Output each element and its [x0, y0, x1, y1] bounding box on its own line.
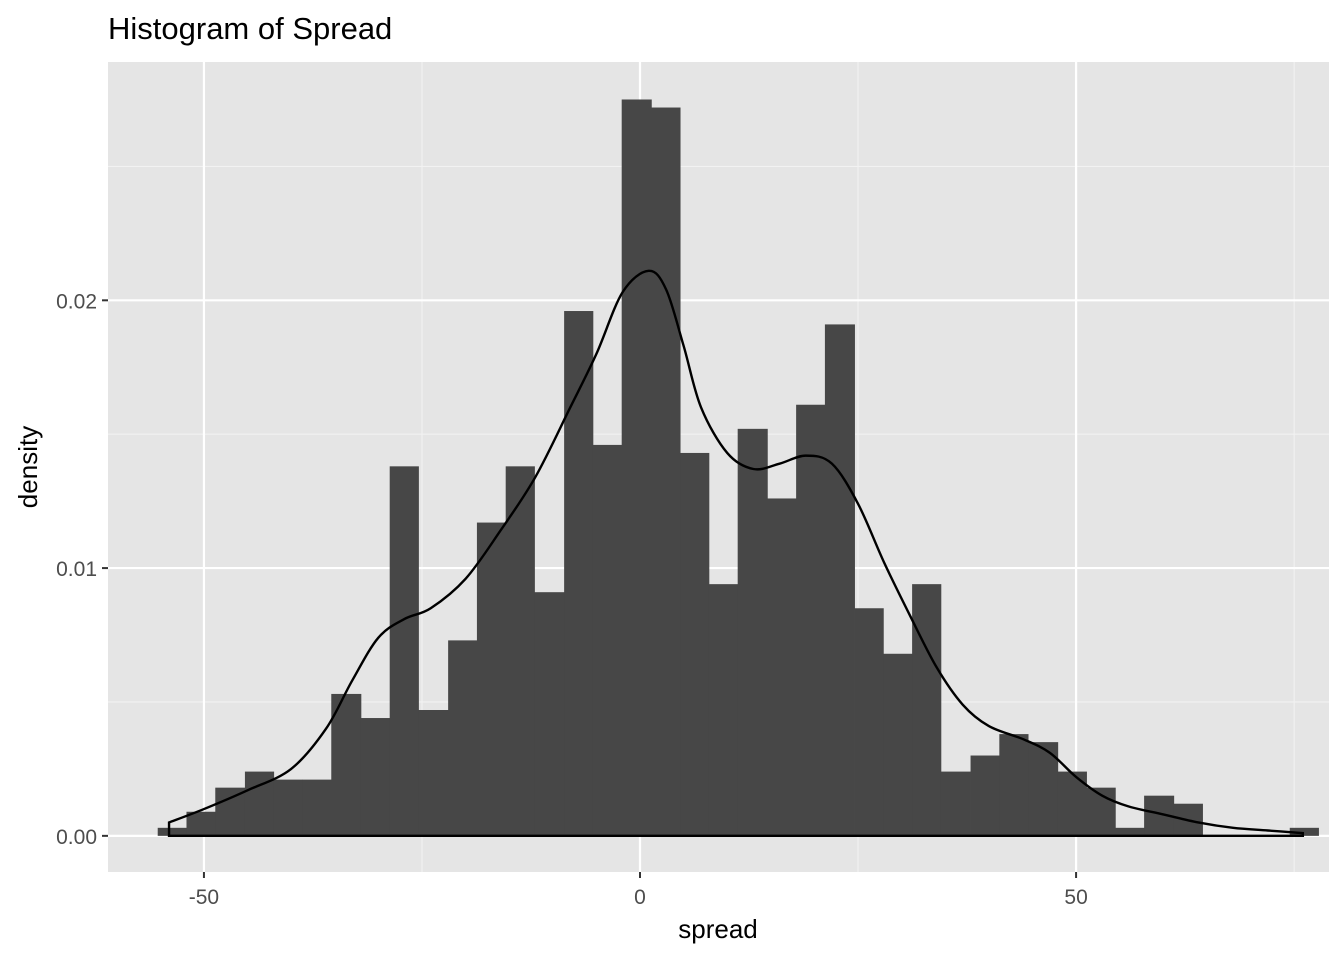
histogram-bar [534, 592, 565, 836]
histogram-bar [592, 444, 623, 836]
histogram-bar [737, 428, 768, 836]
histogram-bar [970, 755, 1000, 836]
histogram-bar [564, 311, 594, 836]
y-axis-title: density [13, 426, 43, 508]
histogram-bar [767, 498, 797, 836]
histogram-bar [708, 584, 739, 836]
density-curve [167, 269, 1305, 838]
histogram-bar [621, 99, 652, 836]
x-tick-label: 50 [1064, 886, 1087, 909]
x-tick-label: -50 [189, 886, 219, 909]
histogram-bar [1115, 827, 1145, 836]
histogram-bar [418, 710, 449, 836]
histogram-bar [476, 522, 507, 836]
histogram-bar [505, 466, 535, 836]
histogram-bar [940, 771, 971, 836]
histogram-bar [1028, 742, 1059, 836]
histogram-bar [796, 404, 826, 836]
histogram-bar [360, 718, 391, 836]
x-axis-title: spread [678, 914, 758, 944]
y-axis: 0.00 0.01 0.02 [56, 290, 108, 849]
histogram-bar [331, 693, 362, 836]
histogram-bar [448, 640, 478, 836]
chart-title: Histogram of Spread [108, 11, 392, 46]
histogram-bars [157, 99, 1319, 836]
histogram-bar [302, 779, 332, 836]
histogram-bar [157, 827, 187, 836]
x-tick-label: 0 [634, 886, 646, 909]
histogram-bar [1289, 827, 1319, 836]
y-tick-label: 0.00 [56, 826, 97, 849]
histogram-bar [883, 653, 913, 836]
histogram-bar [186, 811, 216, 836]
y-tick-label: 0.01 [56, 558, 97, 581]
histogram-bar [854, 608, 884, 836]
histogram-bar [651, 107, 681, 836]
histogram-bar [215, 787, 246, 836]
histogram-bar [389, 466, 419, 836]
histogram-bar [912, 584, 942, 836]
x-axis: -50 0 50 [189, 872, 1088, 909]
histogram-bar [680, 452, 710, 836]
histogram-bar [999, 734, 1029, 836]
histogram-bar [824, 324, 855, 836]
y-tick-label: 0.02 [56, 290, 97, 313]
histogram-bar [273, 779, 303, 836]
